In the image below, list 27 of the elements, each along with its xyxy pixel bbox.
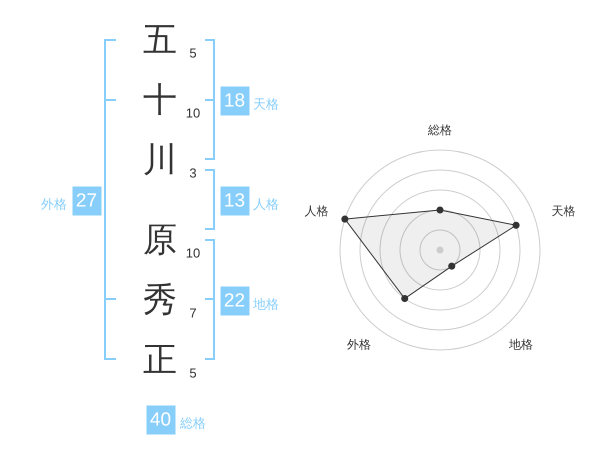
category-label: 川 — [143, 141, 177, 179]
text: 外格 — [41, 196, 67, 212]
data-label: 5 — [189, 46, 197, 60]
text: 地格 — [253, 296, 279, 312]
category-label: 十 — [143, 81, 177, 119]
category-label: 五 — [143, 21, 177, 59]
data-label: 10 — [186, 106, 200, 120]
data-label: 5 — [189, 366, 197, 380]
category-label: 原 — [143, 221, 177, 259]
text: 22 — [220, 286, 249, 315]
text: 人格 — [253, 196, 279, 212]
category-label: 正 — [143, 341, 177, 379]
spoke-label: 外格 — [347, 338, 372, 352]
category-label: 秀 — [143, 281, 177, 319]
text: 18 — [220, 86, 249, 115]
text: 13 — [220, 186, 249, 215]
text: 27 — [72, 186, 101, 215]
text: 40 — [146, 405, 175, 434]
text: 総格 — [180, 416, 206, 430]
data-label: 3 — [189, 166, 197, 180]
spoke-label: 地格 — [508, 338, 533, 352]
spoke-label: 総格 — [427, 123, 452, 137]
data-label: 7 — [189, 306, 197, 320]
spoke-label: 人格 — [304, 204, 329, 218]
data-label: 10 — [186, 246, 200, 260]
spoke-label: 天格 — [551, 204, 576, 218]
text: 天格 — [253, 96, 279, 112]
